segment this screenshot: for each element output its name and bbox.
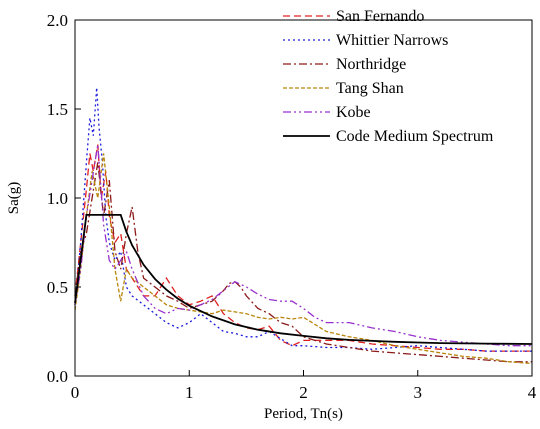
y-tick-label: 0.0 <box>47 367 68 386</box>
legend-label: Kobe <box>336 104 371 121</box>
legend-label: San Fernando <box>336 8 424 25</box>
x-tick-label: 1 <box>185 383 194 402</box>
legend-label: Whittier Narrows <box>336 32 448 49</box>
ticks-layer: 0 1 2 3 4 0.0 0.5 1.0 1.5 2.0 <box>47 11 537 402</box>
series-line-northridge <box>74 162 532 363</box>
x-tick-label: 0 <box>71 383 80 402</box>
y-tick-label: 1.0 <box>47 189 68 208</box>
x-tick-label: 4 <box>528 383 537 402</box>
series-layer <box>74 87 533 365</box>
y-tick-label: 1.5 <box>47 100 68 119</box>
x-axis-label: Period, Tn(s) <box>264 406 343 422</box>
series-line-kobe <box>74 144 532 347</box>
plot-frame <box>74 19 533 377</box>
x-tick-label: 3 <box>414 383 423 402</box>
legend-label: Code Medium Spectrum <box>336 128 494 145</box>
series-line-san-fernando <box>74 144 532 352</box>
series-line-tang-shan <box>74 153 533 365</box>
legend-label: Northridge <box>336 56 406 73</box>
legend: San Fernando Whittier Narrows Northridge Ta… <box>283 8 494 145</box>
series-line-whittier-narrows <box>74 87 532 352</box>
y-tick-label: 0.5 <box>47 278 68 297</box>
y-axis-label: Sa(g) <box>6 182 22 215</box>
legend-label: Tang Shan <box>336 80 404 97</box>
y-tick-label: 2.0 <box>47 11 68 30</box>
x-tick-label: 2 <box>299 383 308 402</box>
series-line-code-medium-spectrum <box>74 213 533 345</box>
